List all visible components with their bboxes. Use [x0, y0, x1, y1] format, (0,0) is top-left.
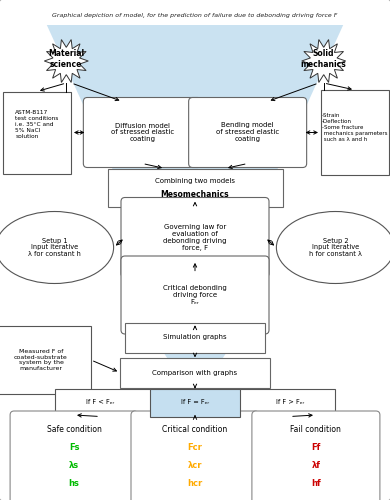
- Text: λs: λs: [69, 461, 79, 470]
- Text: Simulation graphs: Simulation graphs: [163, 334, 227, 340]
- Text: Combining two models: Combining two models: [155, 178, 235, 184]
- FancyBboxPatch shape: [120, 358, 270, 388]
- Text: λcr: λcr: [188, 461, 202, 470]
- Polygon shape: [47, 25, 343, 350]
- FancyBboxPatch shape: [252, 411, 380, 500]
- Text: Diffusion model
of stressed elastic
coating: Diffusion model of stressed elastic coat…: [111, 122, 174, 142]
- Text: Fs: Fs: [69, 443, 79, 452]
- Text: hf: hf: [311, 479, 321, 488]
- Text: If F = Fₑᵣ: If F = Fₑᵣ: [181, 400, 209, 406]
- FancyBboxPatch shape: [131, 411, 259, 500]
- Polygon shape: [162, 350, 228, 400]
- FancyBboxPatch shape: [0, 326, 91, 394]
- Text: Graphical depiction of model, for the prediction of failure due to debonding dri: Graphical depiction of model, for the pr…: [52, 12, 338, 18]
- Text: If F > Fₑᵣ: If F > Fₑᵣ: [276, 400, 304, 406]
- Text: Comparison with graphs: Comparison with graphs: [152, 370, 238, 376]
- Polygon shape: [302, 40, 346, 82]
- Text: Material
science: Material science: [48, 50, 84, 68]
- Text: hs: hs: [69, 479, 80, 488]
- Text: Bending model
of stressed elastic
coating: Bending model of stressed elastic coatin…: [216, 122, 279, 142]
- Text: Solid
mechanics: Solid mechanics: [301, 50, 347, 68]
- Text: Mesomechanics: Mesomechanics: [161, 190, 229, 199]
- Text: Fcr: Fcr: [188, 443, 202, 452]
- FancyBboxPatch shape: [125, 322, 265, 352]
- FancyBboxPatch shape: [121, 198, 269, 278]
- Polygon shape: [44, 40, 88, 82]
- Text: hcr: hcr: [187, 479, 203, 488]
- Text: -Strain
-Deflection
-Some fracture
 mechanics parameters
 such as λ and h: -Strain -Deflection -Some fracture mecha…: [322, 114, 388, 141]
- Text: Fail condition: Fail condition: [291, 425, 341, 434]
- Text: Critical debonding
driving force
Fₑᵣ: Critical debonding driving force Fₑᵣ: [163, 285, 227, 305]
- FancyBboxPatch shape: [3, 92, 71, 174]
- Text: λf: λf: [311, 461, 321, 470]
- FancyBboxPatch shape: [10, 411, 138, 500]
- FancyBboxPatch shape: [55, 388, 335, 416]
- Text: Setup 2
Input iterative
h for constant λ: Setup 2 Input iterative h for constant λ: [309, 238, 362, 258]
- Text: If F < Fₑᵣ: If F < Fₑᵣ: [86, 400, 114, 406]
- Ellipse shape: [277, 212, 390, 284]
- FancyBboxPatch shape: [150, 388, 240, 416]
- FancyBboxPatch shape: [189, 98, 307, 168]
- FancyBboxPatch shape: [83, 98, 201, 168]
- Text: Critical condition: Critical condition: [162, 425, 228, 434]
- Text: ASTM-B117
test conditions
i.e. 35°C and
5% NaCl
solution: ASTM-B117 test conditions i.e. 35°C and …: [15, 110, 59, 138]
- Ellipse shape: [0, 212, 113, 284]
- Text: Safe condition: Safe condition: [47, 425, 101, 434]
- Text: Measured F of
coated-substrate
system by the
manufacturer: Measured F of coated-substrate system by…: [14, 349, 68, 371]
- Text: Setup 1
Input iterative
λ for constant h: Setup 1 Input iterative λ for constant h: [28, 238, 81, 258]
- FancyBboxPatch shape: [321, 90, 389, 175]
- Text: Ff: Ff: [311, 443, 321, 452]
- Text: Governing law for
evaluation of
debonding driving
force, F: Governing law for evaluation of debondin…: [163, 224, 227, 251]
- FancyBboxPatch shape: [108, 168, 282, 206]
- FancyBboxPatch shape: [121, 256, 269, 334]
